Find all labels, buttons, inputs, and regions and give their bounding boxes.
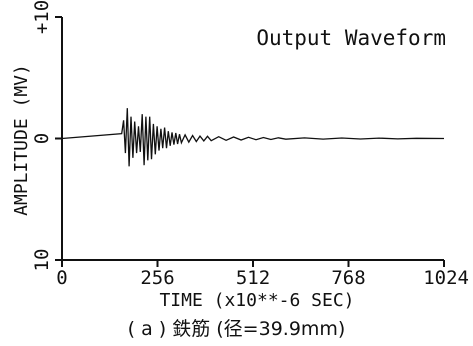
x-tick-label-256: 256: [140, 267, 174, 289]
tick-marks: [55, 16, 445, 267]
waveform-series-line: [61, 108, 445, 167]
chart-title: Output Waveform: [256, 26, 446, 50]
x-tick-label-1024: 1024: [423, 267, 469, 289]
y-tick-labels: 10 0 +10: [31, 0, 53, 271]
y-tick-label-1: 0: [31, 133, 53, 144]
figure-caption: ( a ) 鉄筋 (径=39.9mm): [127, 318, 346, 340]
x-axis-label: TIME (x10**-6 SEC): [159, 290, 354, 311]
x-tick-label-512: 512: [236, 267, 270, 289]
x-tick-labels: 0 256 512 768 1024: [56, 267, 469, 289]
y-axis-label: AMPLITUDE (MV): [11, 64, 32, 216]
y-tick-label-2: +10: [31, 0, 53, 34]
x-tick-label-768: 768: [331, 267, 365, 289]
y-tick-label-0: 10: [31, 249, 53, 272]
x-tick-label-0: 0: [56, 267, 67, 289]
